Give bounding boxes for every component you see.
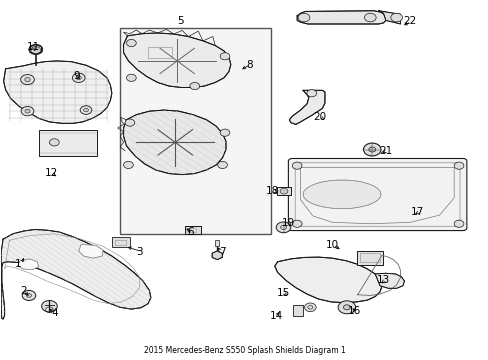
Text: 16: 16 [347,306,360,316]
Circle shape [453,162,463,169]
Circle shape [280,225,286,229]
Circle shape [390,13,402,22]
Text: 2: 2 [20,286,27,296]
Circle shape [343,305,349,310]
Bar [359,253,379,262]
Text: 20: 20 [313,112,326,122]
Bar [120,28,271,234]
Polygon shape [1,229,151,319]
Circle shape [123,161,133,168]
Text: 15: 15 [276,288,289,298]
Bar [293,305,303,316]
Circle shape [72,73,85,82]
Bar [112,237,130,247]
Circle shape [292,162,302,169]
Circle shape [364,13,375,22]
Text: 14: 14 [269,311,282,321]
Circle shape [306,90,316,97]
Bar [184,226,200,234]
Bar [148,47,172,58]
Text: 11: 11 [27,42,41,52]
Circle shape [292,220,302,227]
Circle shape [83,108,88,112]
Circle shape [49,139,59,146]
Polygon shape [274,257,381,303]
Circle shape [25,109,30,113]
Circle shape [337,301,355,314]
Polygon shape [30,44,41,54]
Text: 22: 22 [403,17,416,27]
Circle shape [220,129,229,136]
Circle shape [298,13,309,22]
Circle shape [126,40,136,46]
Text: 19: 19 [281,218,294,228]
Bar [356,251,383,265]
Circle shape [189,82,199,90]
Text: 13: 13 [376,275,389,285]
Bar [215,240,219,246]
Circle shape [453,220,463,227]
Polygon shape [18,259,39,270]
Bar [186,228,195,232]
Circle shape [25,78,30,82]
Circle shape [304,303,316,312]
Polygon shape [79,244,103,258]
Text: 2015 Mercedes-Benz S550 Splash Shields Diagram 1: 2015 Mercedes-Benz S550 Splash Shields D… [143,346,345,355]
Circle shape [280,188,287,194]
Circle shape [368,147,375,152]
Circle shape [76,76,81,80]
Polygon shape [123,33,230,87]
Polygon shape [289,90,325,125]
Polygon shape [212,251,222,260]
Text: 8: 8 [245,59,252,69]
Text: 3: 3 [136,247,142,257]
FancyBboxPatch shape [288,158,466,230]
Circle shape [363,143,380,156]
Circle shape [217,161,227,168]
Circle shape [21,107,34,116]
Circle shape [126,74,136,81]
Circle shape [276,222,290,233]
Polygon shape [297,11,385,24]
Text: 12: 12 [45,168,59,178]
Circle shape [125,119,135,126]
Circle shape [220,53,229,60]
Text: 10: 10 [325,239,338,249]
Polygon shape [303,180,380,208]
Polygon shape [374,273,404,288]
Text: 21: 21 [379,145,392,156]
Circle shape [80,106,92,114]
Bar [276,187,291,195]
Polygon shape [3,61,112,123]
Circle shape [26,294,31,297]
Text: 9: 9 [73,71,80,81]
Bar [39,130,97,156]
Text: 7: 7 [219,247,225,257]
Circle shape [22,291,36,301]
Text: 6: 6 [187,227,194,237]
Text: 1: 1 [15,259,21,269]
Polygon shape [378,11,400,24]
Text: 18: 18 [265,186,279,196]
Circle shape [29,44,42,54]
Circle shape [41,301,57,312]
Text: 17: 17 [410,207,424,217]
Polygon shape [123,110,225,175]
Circle shape [20,75,34,85]
Text: 4: 4 [51,308,58,318]
Bar [115,240,126,244]
Text: 5: 5 [177,17,183,27]
